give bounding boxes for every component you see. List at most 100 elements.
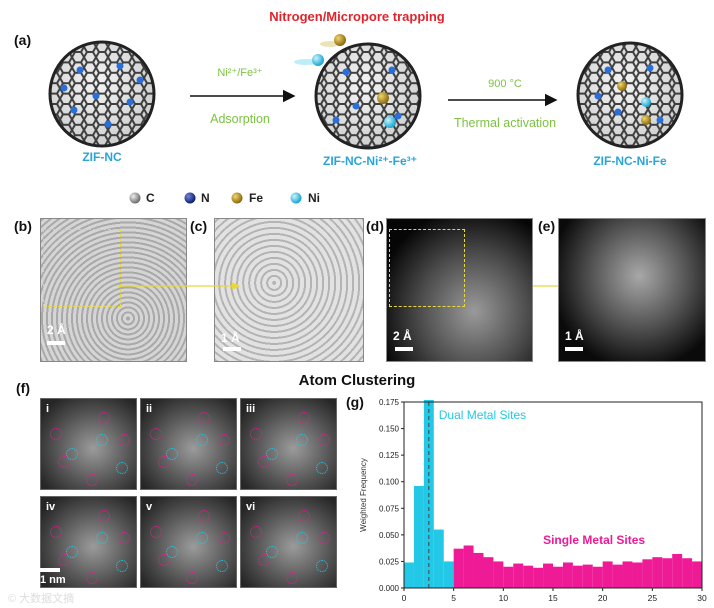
dual-site-bar — [433, 529, 444, 588]
dual-site-bar — [443, 561, 454, 588]
legend-label-ni: Ni — [308, 191, 320, 205]
cage-zif-nc-adsorbed — [294, 34, 422, 150]
dual-site-bar — [404, 562, 414, 588]
single-site-marker — [150, 526, 162, 538]
y-tick-label: 0.025 — [379, 557, 400, 566]
tile-label: ii — [146, 403, 153, 415]
single-site-bar — [662, 558, 673, 588]
single-site-bar — [473, 552, 484, 588]
x-tick-label: 15 — [548, 593, 558, 603]
single-site-marker — [86, 572, 98, 584]
legend-swatch-ni — [290, 192, 302, 204]
legend-label-c: C — [146, 191, 155, 205]
x-tick-label: 30 — [697, 593, 707, 603]
dual-metal-sites-annotation: Dual Metal Sites — [439, 408, 526, 422]
single-site-bar — [682, 558, 693, 588]
dual-site-marker — [196, 434, 208, 446]
tile-label: vi — [246, 501, 256, 513]
single-site-marker — [58, 554, 70, 566]
dual-site-marker — [266, 448, 278, 460]
scalebar-f — [40, 568, 60, 572]
single-site-marker — [118, 434, 130, 446]
single-site-marker — [186, 572, 198, 584]
scalebar-e — [565, 347, 583, 351]
panel-label-e: (e) — [538, 218, 556, 234]
panel-label-a: (a) — [14, 32, 32, 48]
single-site-marker — [86, 474, 98, 486]
dual-site-marker — [66, 546, 78, 558]
scalebar-label-f: 1 nm — [40, 574, 66, 586]
legend-swatch-n — [184, 192, 196, 204]
single-site-bar — [582, 564, 593, 588]
y-tick-label: 0.050 — [379, 531, 400, 540]
zoom-region-b — [43, 229, 121, 307]
panel-label-f: (f) — [16, 380, 30, 396]
x-tick-label: 10 — [499, 593, 509, 603]
atom-clustering-title: Atom Clustering — [298, 372, 416, 389]
dual-site-marker — [296, 532, 308, 544]
single-site-marker — [150, 428, 162, 440]
single-site-marker — [98, 510, 110, 522]
scheme-graphic — [48, 34, 684, 204]
single-site-marker — [58, 456, 70, 468]
cage-zif-nc — [48, 40, 156, 148]
single-site-marker — [318, 434, 330, 446]
scalebar-d — [395, 347, 413, 351]
step2-process-label: Thermal activation — [453, 116, 557, 130]
dual-site-marker — [196, 532, 208, 544]
step1-reagent-label: Ni²⁺/Fe³⁺ — [217, 67, 263, 79]
single-site-marker — [50, 526, 62, 538]
scalebar-label-d: 2 Å — [393, 329, 412, 343]
dual-site-marker — [216, 560, 228, 572]
single-site-marker — [258, 554, 270, 566]
dual-site-marker — [66, 448, 78, 460]
scalebar-c — [223, 347, 241, 351]
single-site-marker — [50, 428, 62, 440]
dual-site-marker — [116, 560, 128, 572]
micrograph-c: 1 Å — [214, 218, 364, 362]
x-tick-label: 20 — [598, 593, 608, 603]
y-tick-label: 0.125 — [379, 451, 400, 460]
single-site-bar — [463, 545, 474, 588]
tile-label: v — [146, 501, 153, 513]
dual-site-marker — [266, 546, 278, 558]
single-site-bar — [672, 553, 683, 588]
dual-site-marker — [166, 546, 178, 558]
watermark: © 大数据文摘 — [8, 593, 75, 605]
step2-temperature-label: 900 °C — [488, 78, 522, 90]
single-site-marker — [298, 510, 310, 522]
x-tick-label: 5 — [451, 593, 456, 603]
single-site-bar — [622, 561, 633, 588]
single-site-marker — [250, 428, 262, 440]
single-site-bar — [642, 559, 653, 588]
cage-zif-nc-ni-fe — [576, 41, 684, 149]
single-site-bar — [652, 557, 663, 588]
single-site-marker — [186, 474, 198, 486]
legend-label-n: N — [201, 191, 210, 205]
legend-label-fe: Fe — [249, 191, 264, 205]
stem-tile-iv: iv — [40, 496, 137, 588]
stem-tile-v: v — [140, 496, 237, 588]
single-site-bar — [503, 566, 514, 588]
stem-tile-i: i — [40, 398, 137, 490]
scalebar-label-e: 1 Å — [565, 329, 584, 343]
dual-site-marker — [316, 462, 328, 474]
cage1-label: ZIF-NC — [82, 150, 122, 164]
dual-site-marker — [316, 560, 328, 572]
panel-label-d: (d) — [366, 218, 384, 234]
panel-label-g: (g) — [346, 394, 364, 410]
y-tick-label: 0.100 — [379, 478, 400, 487]
single-site-marker — [218, 532, 230, 544]
single-site-bar — [543, 563, 553, 588]
single-site-marker — [198, 510, 210, 522]
scalebar-label-b: 2 Å — [47, 323, 66, 337]
step1-process-label: Adsorption — [210, 112, 270, 126]
histogram-chart: 0.000 0.025 0.050 0.075 0.100 0.125 0.150 0.175… — [359, 398, 707, 603]
single-site-bar — [602, 561, 613, 588]
single-site-marker — [250, 526, 262, 538]
tile-label: iv — [46, 501, 56, 513]
single-site-bar — [562, 562, 573, 588]
dual-site-marker — [96, 532, 108, 544]
micrograph-b: 2 Å — [40, 218, 187, 362]
single-site-marker — [318, 532, 330, 544]
